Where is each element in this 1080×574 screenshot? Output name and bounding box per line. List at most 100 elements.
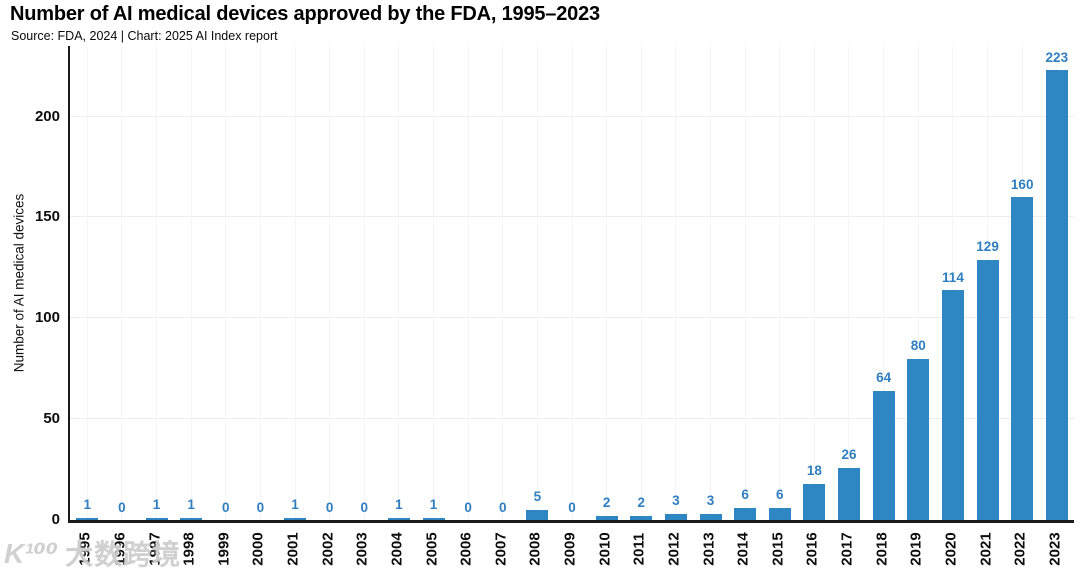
v-gridline-2011 (640, 46, 642, 520)
x-tick-cell-2018: 2018 (864, 525, 899, 573)
bar-1998 (180, 517, 203, 520)
x-tick-label-2012: 2012 (665, 532, 683, 566)
v-gridline-2012 (675, 46, 677, 520)
x-tick-cell-2012: 2012 (657, 525, 692, 573)
v-gridline-1998 (190, 46, 192, 520)
bar-1997 (145, 517, 168, 520)
bar-column-2012: 3 (659, 46, 694, 520)
v-gridline-2015 (779, 46, 781, 520)
bar-value-label-2008: 5 (533, 489, 542, 505)
x-tick-label-1998: 1998 (180, 532, 198, 566)
bar-2005 (422, 517, 445, 520)
x-axis-tick-labels: 1995 1996 1997 1998 1999 2000 2001 2002 2003 2004… (68, 525, 1072, 573)
y-tick-label-0: 0 (51, 511, 60, 528)
bar-2008 (526, 509, 549, 520)
x-tick-cell-2019: 2019 (899, 525, 934, 573)
x-tick-cell-2004: 2004 (380, 525, 415, 573)
x-tick-cell-2011: 2011 (622, 525, 657, 573)
bar-value-label-2019: 80 (910, 338, 926, 354)
bar-2010 (595, 515, 618, 520)
bar-value-label-1999: 0 (222, 499, 230, 515)
bar-column-2001: 1 (278, 46, 313, 520)
bar-2014 (734, 507, 757, 520)
chart-subtitle: Source: FDA, 2024 | Chart: 2025 AI Index… (11, 29, 278, 43)
bar-1995 (76, 517, 99, 520)
bar-value-label-2021: 129 (976, 239, 999, 255)
bar-column-1997: 1 (139, 46, 174, 520)
v-gridline-2003 (363, 46, 365, 520)
bar-column-2013: 3 (693, 46, 728, 520)
x-tick-label-2003: 2003 (353, 532, 371, 566)
x-tick-label-2010: 2010 (596, 532, 614, 566)
bar-value-label-2002: 0 (325, 499, 334, 515)
bar-value-label-2013: 3 (706, 493, 715, 509)
x-tick-label-2001: 2001 (284, 532, 302, 566)
x-tick-label-2016: 2016 (803, 532, 821, 566)
x-tick-label-2014: 2014 (734, 532, 752, 566)
x-tick-cell-1999: 1999 (207, 525, 242, 573)
bar-2016 (803, 483, 826, 520)
bar-column-2005: 1 (416, 46, 451, 520)
bar-value-label-2020: 114 (942, 269, 964, 285)
x-tick-label-2005: 2005 (423, 532, 441, 566)
bar-column-2002: 0 (312, 46, 347, 520)
x-tick-cell-2009: 2009 (553, 525, 588, 573)
x-tick-label-2017: 2017 (838, 532, 856, 566)
bar-2018 (872, 390, 895, 520)
x-tick-label-2011: 2011 (630, 532, 648, 566)
bar-value-label-2018: 64 (876, 370, 892, 386)
v-gridline-2010 (606, 46, 608, 520)
x-tick-cell-2005: 2005 (414, 525, 449, 573)
v-gridline-2005 (433, 46, 435, 520)
x-tick-label-2023: 2023 (1046, 532, 1064, 566)
bar-column-2010: 2 (589, 46, 624, 520)
bar-column-2004: 1 (382, 46, 417, 520)
bar-2023 (1045, 70, 1068, 520)
x-tick-cell-2007: 2007 (484, 525, 519, 573)
bar-column-1996: 0 (105, 46, 140, 520)
bar-column-2014: 6 (728, 46, 763, 520)
v-gridline-2009 (571, 46, 573, 520)
chart-title: Number of AI medical devices approved by… (10, 3, 600, 25)
v-gridline-1995 (86, 46, 88, 520)
x-tick-cell-1997: 1997 (137, 525, 172, 573)
bar-value-label-2004: 1 (395, 497, 403, 513)
bar-value-label-2023: 223 (1045, 49, 1069, 65)
v-gridline-2017 (848, 46, 850, 520)
bar-column-2006: 0 (451, 46, 486, 520)
bar-value-label-2001: 1 (291, 497, 299, 513)
x-tick-label-2006: 2006 (457, 532, 475, 566)
bar-column-2007: 0 (486, 46, 521, 520)
x-tick-label-2022: 2022 (1011, 532, 1029, 566)
v-gridline-2014 (744, 46, 746, 520)
plot-area: 1 0 1 1 0 0 1 0 0 1 1 0 0 5 0 2 2 3 3 6 6 18 26 64 80 114 129 160 22… (68, 46, 1074, 523)
bar-value-label-2005: 1 (429, 497, 438, 513)
y-tick-label-150: 150 (34, 208, 60, 226)
bar-column-2009: 0 (555, 46, 590, 520)
x-tick-label-2000: 2000 (249, 532, 267, 566)
bar-value-label-2006: 0 (464, 499, 472, 515)
bar-2021 (976, 259, 999, 520)
y-tick-label-50: 50 (43, 410, 60, 428)
bar-value-label-2010: 2 (602, 495, 611, 511)
bar-value-label-2022: 160 (1010, 176, 1034, 192)
x-tick-cell-2010: 2010 (587, 525, 622, 573)
bar-value-label-2015: 6 (776, 487, 784, 503)
x-tick-cell-2017: 2017 (830, 525, 865, 573)
bar-2020 (941, 290, 964, 520)
bar-column-2016: 18 (797, 46, 832, 520)
x-tick-cell-1995: 1995 (68, 525, 103, 573)
bar-2019 (907, 358, 930, 520)
x-tick-label-2013: 2013 (700, 532, 718, 566)
x-tick-label-2021: 2021 (977, 532, 995, 566)
bar-2012 (664, 513, 687, 520)
bar-value-label-2016: 18 (806, 463, 822, 479)
bar-value-label-2017: 26 (841, 447, 857, 463)
bar-column-2015: 6 (763, 46, 798, 520)
x-tick-label-2019: 2019 (907, 532, 925, 566)
bar-value-label-2003: 0 (360, 499, 369, 515)
watermark-logo: K¹⁰⁰ (4, 537, 59, 569)
bar-value-label-2012: 3 (672, 493, 680, 509)
x-tick-cell-2006: 2006 (449, 525, 484, 573)
